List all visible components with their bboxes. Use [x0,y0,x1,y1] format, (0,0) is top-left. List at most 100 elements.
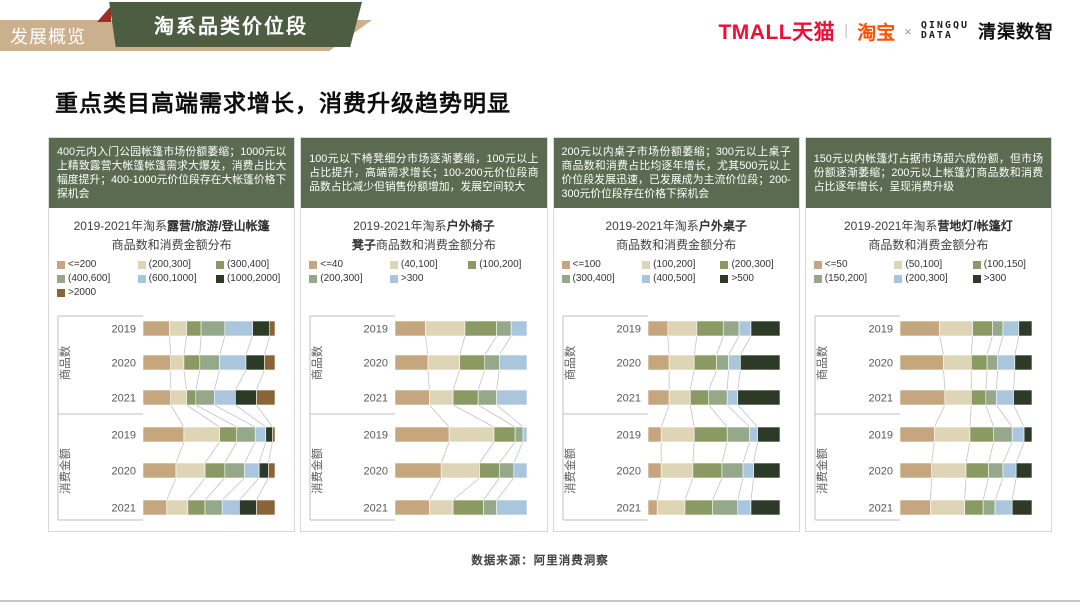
legend-label: >300 [983,273,1007,284]
group-label: 消费金额 [310,448,324,494]
legend-label: (150,200] [824,273,868,284]
legend-label: (400,500] [653,273,696,284]
section-banner: 淘系品类价位段 [109,2,362,47]
bar-segment [715,354,729,371]
summary-box: 100元以下椅凳细分市场逐渐萎缩，100元以上占比提升，高端需求增长；100-2… [301,138,547,208]
bar-segment [236,426,256,443]
bar-segment [483,499,498,516]
bar-segment [1018,320,1033,337]
bar-segment [693,426,728,443]
bar-segment [200,320,226,337]
bar-segment [647,426,662,443]
bar-segment [252,320,271,337]
bar-segment [395,426,450,443]
bar-segment [660,426,695,443]
summary-box: 150元以内帐篷灯占据市场超六成份额，但市场份额逐渐萎缩；200元以上帐篷灯商品… [805,138,1051,208]
legend-label: >300 [400,273,424,284]
bar-segment [499,462,515,479]
bar-segment [395,354,429,371]
group-label: 消费金额 [58,448,72,494]
year-label: 2021 [868,393,892,405]
bar-segment [142,462,177,479]
legend-item: (100,200] [468,259,546,270]
bar-segment [693,354,717,371]
bar-segment [993,426,1013,443]
bar-segment [647,320,668,337]
bar-segment [186,320,202,337]
bar-segment [235,389,257,406]
bar-segment [494,426,516,443]
chart-title: 2019-2021年淘系营地灯/帐篷灯 商品数和消费金额分布 [806,217,1051,255]
bar-segment [459,354,486,371]
bar-segment [1002,462,1017,479]
legend-label: (100,150] [983,259,1026,270]
summary-box: 200元以内桌子市场份额萎缩；300元以上桌子商品数和消费占比均逐年增长，尤其5… [553,138,799,208]
chart-title-text: 商品数和消费金额分布 [111,237,232,252]
year-label: 2021 [868,503,892,515]
chart-legend: <=50 (50,100] (100,150] (150,200] (200,300] >… [806,255,1051,313]
chart-title-line: 凳子商品数和消费金额分布 [301,236,546,255]
chart-title-text: 2019-2021年淘系 [353,219,447,233]
bar-segment [268,462,276,479]
year-label: 2019 [112,430,136,442]
chart-legend: <=200 (200,300] (300,400] (400,600] (600,100… [49,255,294,313]
legend-item: (100,150] [972,259,1051,270]
bar-segment [982,499,996,516]
year-label: 2021 [364,393,388,405]
legend-swatch [972,260,981,269]
bar-segment [395,320,427,337]
bar-segment [264,354,276,371]
bar-segment [484,354,500,371]
bar-segment [689,389,709,406]
year-label: 2021 [112,393,136,405]
legend-swatch [813,260,822,269]
bar-segment [668,389,691,406]
bar-segment [453,499,485,516]
chart-title-line: 2019-2021年淘系户外桌子 [554,217,799,236]
bar-segment [964,499,984,516]
times-icon: × [904,23,912,39]
year-label: 2020 [112,466,136,478]
legend-item: (1000,2000] [215,273,294,284]
panel-2: 100元以下椅凳细分市场逐渐萎缩，100元以上占比提升，高端需求增长；100-2… [300,137,548,532]
legend-swatch [894,274,903,283]
legend-label: (300,400] [226,259,270,270]
bar-segment [142,389,172,406]
bar-segment [939,320,973,337]
bar-segment [395,389,430,406]
bar-segment [660,462,693,479]
legend-item: (400,500] [642,273,720,284]
bar-segment [899,320,940,337]
bar-segment [991,320,1004,337]
legend-label: <=200 [68,259,97,270]
year-label: 2019 [868,324,892,336]
bar-segment [166,499,189,516]
legend-label: >500 [731,273,754,284]
chart-title-text: 营地灯/帐篷灯 [937,219,1013,233]
chart-title-text: 商品数和消费金额分布 [868,237,989,252]
bar-segment [972,320,993,337]
chart-title-text: 户外椅子 [446,219,495,233]
panel-1: 400元内入门公园帐篷市场份额萎缩；1000元以上精致露营大帐篷帐篷需求大爆发，… [48,137,296,532]
page-title: 重点类目高端需求增长，消费升级趋势明显 [55,90,511,116]
year-label: 2021 [364,503,388,515]
bar-segment [647,389,670,406]
chart-title-line: 商品数和消费金额分布 [554,236,799,255]
year-label: 2020 [616,466,640,478]
year-label: 2021 [112,503,136,515]
bar-segment [1011,499,1033,516]
legend-swatch [57,260,65,269]
legend-swatch [57,274,65,283]
legend-swatch [561,260,570,269]
bar-segment [712,499,738,516]
bar-segment [222,499,240,516]
bar-segment [739,354,780,371]
legend-item: (40,100] [389,259,468,270]
data-source: 数据来源：阿里消费洞察 [471,555,609,567]
chart-legend: <=100 (100,200] (200,300] (300,400] (400,500… [554,255,799,313]
bar-segment [479,462,500,479]
bar-segment [943,354,972,371]
